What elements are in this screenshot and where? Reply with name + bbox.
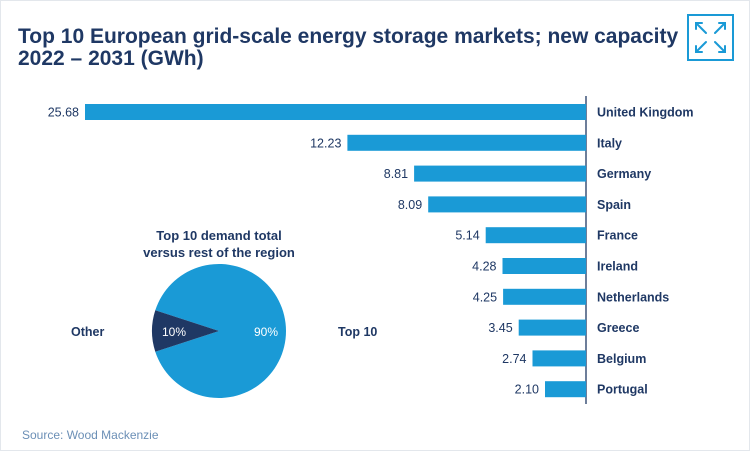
bar-value-label: 2.10 bbox=[515, 383, 539, 397]
source-note: Source: Wood Mackenzie bbox=[22, 428, 159, 442]
bar bbox=[532, 350, 586, 367]
bar-value-label: 12.23 bbox=[310, 136, 341, 150]
pie-slice-top10 bbox=[155, 263, 287, 398]
pie-top10-label: Top 10 bbox=[338, 325, 377, 339]
category-label: United Kingdom bbox=[597, 106, 694, 120]
category-label: Belgium bbox=[597, 352, 646, 366]
bar bbox=[518, 319, 586, 336]
pie-chart: Top 10 demand total versus rest of the r… bbox=[71, 228, 377, 398]
category-label: Netherlands bbox=[597, 290, 669, 304]
bar-value-label: 3.45 bbox=[488, 321, 512, 335]
bar bbox=[428, 196, 586, 213]
expand-arrows-icon bbox=[695, 22, 726, 53]
chart-title-line-1: Top 10 European grid-scale energy storag… bbox=[18, 25, 679, 48]
bar-value-label: 8.81 bbox=[384, 167, 408, 181]
bar-value-label: 25.68 bbox=[48, 106, 79, 120]
category-label: Portugal bbox=[597, 383, 648, 397]
pie-other-label: Other bbox=[71, 325, 104, 339]
bar-chart: 25.68 United Kingdom 12.23 Italy 8.81 Germany… bbox=[48, 96, 694, 404]
bar-value-label: 8.09 bbox=[398, 198, 422, 212]
chart-title-line-2: 2022 – 2031 (GWh) bbox=[18, 47, 204, 70]
bar bbox=[485, 227, 586, 244]
chart-title: Top 10 European grid-scale energy storag… bbox=[18, 25, 679, 70]
bar bbox=[414, 165, 586, 182]
category-label: Italy bbox=[597, 136, 622, 150]
bar bbox=[85, 104, 586, 120]
category-label: Spain bbox=[597, 198, 631, 212]
pie-title-line-1: Top 10 demand total bbox=[156, 228, 281, 243]
bar-value-label: 4.25 bbox=[473, 290, 497, 304]
category-label: Ireland bbox=[597, 260, 638, 274]
pie-title-line-2: versus rest of the region bbox=[143, 245, 295, 260]
bar bbox=[347, 134, 586, 151]
category-label: France bbox=[597, 229, 638, 243]
pie-other-value-label: 10% bbox=[162, 325, 186, 339]
expand-button[interactable] bbox=[687, 14, 734, 61]
bar bbox=[503, 288, 586, 305]
bar-value-label: 4.28 bbox=[472, 260, 496, 274]
category-label: Greece bbox=[597, 321, 639, 335]
category-label: Germany bbox=[597, 167, 651, 181]
bar-value-label: 2.74 bbox=[502, 352, 526, 366]
pie-slice-other bbox=[152, 310, 219, 352]
bar bbox=[502, 258, 586, 274]
bar-value-label: 5.14 bbox=[455, 229, 479, 243]
pie-top10-value-label: 90% bbox=[254, 325, 278, 339]
bar bbox=[545, 381, 586, 398]
